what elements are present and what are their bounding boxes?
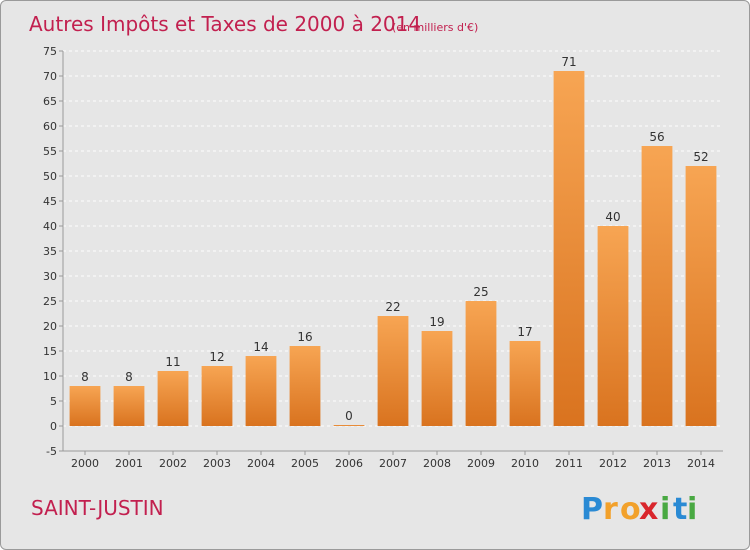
x-tick-label: 2001 <box>115 457 143 470</box>
logo-letter: i <box>687 492 697 527</box>
y-tick-label: 5 <box>50 395 57 408</box>
y-tick-label: 55 <box>43 145 57 158</box>
data-label-2008: 19 <box>429 315 444 329</box>
data-label-2014: 52 <box>693 150 708 164</box>
data-label-2012: 40 <box>605 210 620 224</box>
x-tick-label: 2005 <box>291 457 319 470</box>
data-label-2006: 0 <box>345 409 353 423</box>
bar-2008 <box>421 331 453 426</box>
data-label-2004: 14 <box>253 340 268 354</box>
y-tick-label: 45 <box>43 195 57 208</box>
data-labels: 8 8 11 12 14 16 0 22 19 25 17 71 40 56 52 <box>81 55 708 423</box>
bar-2002 <box>157 371 189 426</box>
bars <box>69 71 717 426</box>
bar-2007 <box>377 316 409 426</box>
y-tick-label: 15 <box>43 345 57 358</box>
data-label-2001: 8 <box>125 370 133 384</box>
bar-2003 <box>201 366 233 426</box>
logo-letter: i <box>660 492 670 527</box>
logo-letter: o <box>620 492 641 527</box>
x-tick-label: 2013 <box>643 457 671 470</box>
bar-2011 <box>553 71 585 426</box>
x-tick-label: 2003 <box>203 457 231 470</box>
bar-2001 <box>113 386 145 426</box>
x-tick-label: 2004 <box>247 457 275 470</box>
y-tick-label: 35 <box>43 245 57 258</box>
bar-2009 <box>465 301 497 426</box>
y-tick-label: 60 <box>43 120 57 133</box>
y-tick-label: 65 <box>43 95 57 108</box>
y-tick-label: 75 <box>43 45 57 58</box>
data-label-2000: 8 <box>81 370 89 384</box>
y-tick-label: -5 <box>46 445 57 458</box>
bar-2012 <box>597 226 629 426</box>
data-label-2002: 11 <box>165 355 180 369</box>
bar-2000 <box>69 386 101 426</box>
x-tick-label: 2000 <box>71 457 99 470</box>
y-tick-label: 10 <box>43 370 57 383</box>
bar-2014 <box>685 166 717 426</box>
x-tick-label: 2006 <box>335 457 363 470</box>
y-tick-label: 0 <box>50 420 57 433</box>
y-tick-label: 30 <box>43 270 57 283</box>
chart-subtitle: (en milliers d'€) <box>392 21 478 34</box>
commune-name: SAINT-JUSTIN <box>31 496 164 520</box>
bar-2010 <box>509 341 541 426</box>
plot-area: -5 0 5 10 15 20 25 30 35 40 45 50 55 60 65 70 75 8 8 11 12 1… <box>43 45 723 470</box>
chart-title: Autres Impôts et Taxes de 2000 à 2014 <box>29 12 421 36</box>
bar-2006 <box>333 425 365 426</box>
bar-2004 <box>245 356 277 426</box>
y-axis-ticks: -5 0 5 10 15 20 25 30 35 40 45 50 55 60 65 70 75 <box>43 45 63 458</box>
x-tick-label: 2007 <box>379 457 407 470</box>
data-label-2003: 12 <box>209 350 224 364</box>
y-tick-label: 50 <box>43 170 57 183</box>
x-tick-label: 2014 <box>687 457 715 470</box>
y-tick-label: 20 <box>43 320 57 333</box>
y-tick-label: 40 <box>43 220 57 233</box>
data-label-2009: 25 <box>473 285 488 299</box>
y-tick-label: 70 <box>43 70 57 83</box>
bar-2013 <box>641 146 673 426</box>
x-axis-ticks: 2000 2001 2002 2003 2004 2005 2006 2007 2008 2009… <box>71 451 715 470</box>
data-label-2011: 71 <box>561 55 576 69</box>
logo-letter: P <box>581 492 603 527</box>
data-label-2013: 56 <box>649 130 664 144</box>
y-tick-label: 25 <box>43 295 57 308</box>
x-tick-label: 2009 <box>467 457 495 470</box>
x-tick-label: 2012 <box>599 457 627 470</box>
data-label-2010: 17 <box>517 325 532 339</box>
logo-letter: x <box>639 492 658 527</box>
x-tick-label: 2011 <box>555 457 583 470</box>
data-label-2005: 16 <box>297 330 312 344</box>
x-tick-label: 2002 <box>159 457 187 470</box>
x-tick-label: 2010 <box>511 457 539 470</box>
bar-2005 <box>289 346 321 426</box>
logo-letter: r <box>603 492 618 527</box>
x-tick-label: 2008 <box>423 457 451 470</box>
data-label-2007: 22 <box>385 300 400 314</box>
logo-letter: t <box>673 492 687 527</box>
